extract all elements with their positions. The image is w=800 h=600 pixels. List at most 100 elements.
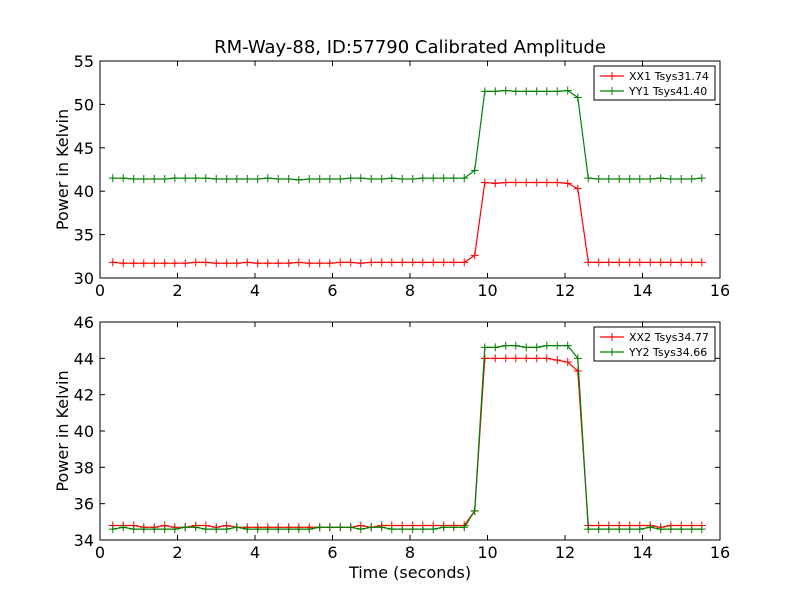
data-point: [604, 525, 613, 534]
data-point: [232, 259, 241, 268]
data-point: [356, 525, 365, 534]
data-point: [687, 175, 696, 184]
data-point: [346, 258, 355, 267]
data-point: [325, 175, 334, 184]
data-point: [429, 525, 438, 534]
data-point: [449, 258, 458, 267]
data-point: [491, 343, 500, 352]
data-point: [346, 523, 355, 532]
data-point: [418, 258, 427, 267]
data-point: [501, 354, 510, 363]
y-tick-label: 42: [74, 386, 94, 405]
data-point: [377, 523, 386, 532]
data-point: [439, 523, 448, 532]
data-point: [563, 179, 572, 188]
x-tick-label: 4: [250, 543, 260, 562]
data-point: [305, 175, 314, 184]
data-point: [191, 523, 200, 532]
x-tick-label: 4: [250, 281, 260, 300]
data-point: [160, 175, 169, 184]
y-tick-label: 34: [74, 531, 94, 550]
data-point: [356, 259, 365, 268]
data-point: [108, 258, 117, 267]
data-point: [398, 175, 407, 184]
data-point: [656, 258, 665, 267]
plot-frame: [99, 60, 721, 279]
data-point: [418, 174, 427, 183]
data-point: [573, 367, 582, 376]
legend-box: [593, 326, 716, 362]
x-axis-label: Time (seconds): [348, 563, 471, 582]
data-point: [336, 523, 345, 532]
data-point: [294, 525, 303, 534]
data-point: [480, 178, 489, 187]
data-point: [170, 259, 179, 268]
legend-label: YY1 Tsys41.40: [628, 85, 707, 98]
data-point: [139, 175, 148, 184]
data-point: [449, 174, 458, 183]
data-point: [253, 175, 262, 184]
data-point: [387, 525, 396, 534]
data-point: [615, 175, 624, 184]
data-point: [615, 525, 624, 534]
data-point: [108, 174, 117, 183]
data-point: [336, 258, 345, 267]
data-point: [594, 525, 603, 534]
x-tick-label: 2: [172, 281, 182, 300]
data-point: [501, 86, 510, 95]
series-line-xx2: [112, 357, 702, 528]
data-point: [697, 525, 706, 534]
data-point: [542, 341, 551, 350]
data-point: [573, 93, 582, 102]
data-point: [356, 174, 365, 183]
data-point: [181, 174, 190, 183]
data-point: [553, 178, 562, 187]
data-point: [315, 523, 324, 532]
data-point: [460, 523, 469, 532]
data-point: [119, 523, 128, 532]
data-point: [201, 258, 210, 267]
y-axis-label: Power in Kelvin: [53, 109, 72, 230]
x-tick-label: 0: [95, 281, 105, 300]
data-point: [243, 258, 252, 267]
x-tick-label: 14: [632, 281, 652, 300]
data-point: [243, 525, 252, 534]
data-point: [501, 341, 510, 350]
data-point: [367, 175, 376, 184]
data-point: [460, 174, 469, 183]
data-point: [625, 258, 634, 267]
data-point: [511, 87, 520, 96]
data-point: [625, 525, 634, 534]
data-point: [491, 87, 500, 96]
data-point: [532, 343, 541, 352]
data-point: [294, 175, 303, 184]
figure-title: RM-Way-88, ID:57790 Calibrated Amplitude: [214, 37, 606, 58]
data-point: [222, 525, 231, 534]
data-point: [542, 87, 551, 96]
data-point: [263, 174, 272, 183]
legend-label: XX2 Tsys34.77: [629, 331, 709, 344]
data-point: [522, 87, 531, 96]
x-tick-label: 2: [172, 543, 182, 562]
x-tick-label: 12: [555, 281, 575, 300]
legend-box: [593, 65, 716, 101]
data-point: [563, 86, 572, 95]
data-point: [377, 175, 386, 184]
data-point: [346, 174, 355, 183]
x-tick-label: 12: [555, 543, 575, 562]
legend-label: YY2 Tsys34.66: [628, 346, 707, 359]
data-point: [418, 525, 427, 534]
y-tick-label: 40: [74, 422, 94, 441]
x-tick-label: 8: [405, 281, 415, 300]
data-point: [129, 259, 138, 268]
data-point: [511, 354, 520, 363]
data-point: [263, 259, 272, 268]
data-point: [315, 175, 324, 184]
data-point: [439, 258, 448, 267]
data-point: [305, 525, 314, 534]
data-point: [666, 175, 675, 184]
data-point: [584, 258, 593, 267]
data-point: [181, 523, 190, 532]
